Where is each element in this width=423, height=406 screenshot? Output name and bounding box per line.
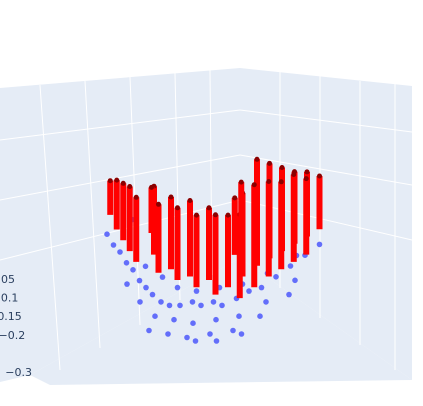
- point: [213, 316, 219, 323]
- stem-top: [114, 177, 120, 183]
- floor: [30, 258, 412, 385]
- grid-line: [0, 109, 241, 141]
- point: [210, 299, 217, 305]
- point: [165, 331, 171, 337]
- stem-top: [156, 201, 161, 207]
- stem-top: [175, 205, 180, 211]
- point: [124, 281, 130, 287]
- stem-top: [107, 178, 113, 184]
- point: [143, 284, 149, 291]
- stem-top: [303, 176, 309, 182]
- point: [110, 242, 117, 248]
- stem-top: [194, 212, 199, 218]
- point: [273, 274, 279, 280]
- point: [166, 302, 173, 309]
- point: [117, 249, 123, 255]
- stem-top: [254, 156, 260, 162]
- grid-line: [239, 109, 413, 133]
- point: [104, 231, 110, 237]
- grid-line: [39, 84, 61, 371]
- point: [142, 263, 149, 270]
- z-tick-label: 05: [1, 273, 15, 286]
- back-left-wall: [0, 68, 240, 382]
- stem-top: [266, 179, 272, 184]
- point: [257, 313, 263, 320]
- point: [174, 284, 181, 291]
- point: [177, 302, 183, 309]
- point: [193, 288, 200, 294]
- point: [286, 291, 292, 298]
- grid-line: [239, 154, 413, 186]
- point: [258, 284, 265, 291]
- point: [213, 338, 220, 344]
- point: [230, 327, 236, 334]
- back-right-wall: [240, 68, 412, 380]
- grid-line: [84, 80, 101, 349]
- point: [136, 277, 143, 284]
- point: [149, 291, 156, 298]
- stem-top: [238, 179, 244, 185]
- stem-top: [317, 173, 322, 179]
- point: [192, 338, 199, 344]
- stem-top: [267, 160, 272, 166]
- z-tick-label: −0.3: [5, 366, 32, 379]
- point: [158, 299, 164, 305]
- stem-top: [187, 198, 193, 203]
- grid-line: [0, 154, 241, 201]
- stem-top: [278, 179, 284, 185]
- point: [123, 260, 130, 266]
- stem-top: [225, 212, 231, 218]
- point: [263, 299, 269, 305]
- stem-top: [133, 194, 139, 200]
- point: [292, 277, 298, 284]
- stem-top: [127, 184, 133, 189]
- point: [198, 302, 204, 309]
- stem-top: [304, 169, 310, 175]
- point: [184, 334, 190, 341]
- point: [316, 241, 323, 248]
- point: [219, 302, 225, 309]
- stem-top: [213, 212, 218, 218]
- z-tick-label: 0.15: [0, 310, 22, 323]
- stem-top: [251, 182, 257, 188]
- point: [190, 320, 196, 327]
- point: [207, 331, 213, 337]
- point: [152, 313, 158, 320]
- point: [171, 316, 177, 323]
- point: [137, 299, 143, 305]
- z-tick-label: 0.1: [1, 292, 19, 305]
- stem-top: [279, 165, 285, 170]
- stem-top: [120, 180, 126, 186]
- point: [287, 263, 294, 269]
- stem-top: [232, 195, 238, 201]
- point: [246, 288, 252, 294]
- point: [238, 331, 245, 337]
- point: [130, 267, 136, 273]
- grid-line: [0, 199, 241, 261]
- point: [189, 299, 196, 305]
- point: [159, 274, 166, 280]
- stem-top: [168, 194, 174, 200]
- z-tick-label: −0.2: [0, 329, 25, 342]
- stem-top: [206, 205, 212, 211]
- stem-top: [149, 184, 154, 190]
- stem-top: [291, 172, 297, 177]
- point: [146, 327, 152, 334]
- point: [236, 313, 242, 320]
